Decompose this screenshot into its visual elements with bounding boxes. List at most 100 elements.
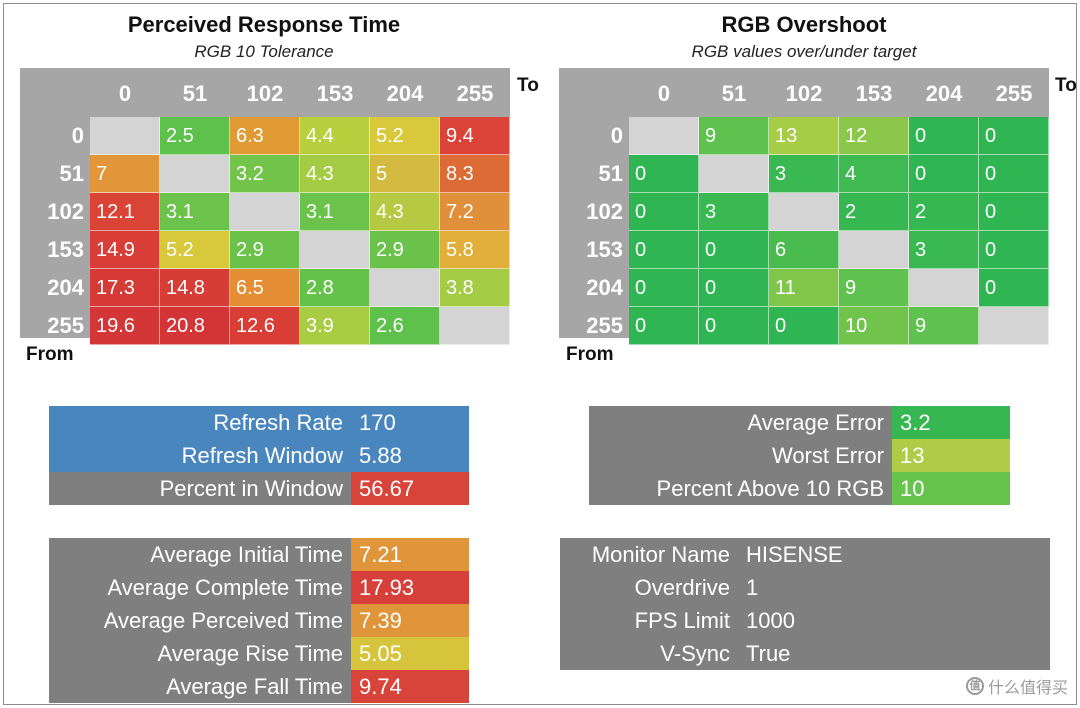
perceived-time-value: 7.39 xyxy=(351,604,469,637)
column-header-0: 0 xyxy=(118,81,132,106)
worst-error-value: 13 xyxy=(892,439,1010,472)
fps-limit-label: FPS Limit xyxy=(634,608,730,633)
complete-time-label: Average Complete Time xyxy=(49,571,351,604)
response-time-heatmap: 0 51 102 153 204 255 0 2.5 6.3 4.4 5.2 9.4 51 7 3.2 4.3… xyxy=(20,68,510,345)
refresh-window-value: 5.88 xyxy=(351,439,469,472)
heatmap-cell: 0 xyxy=(629,155,699,193)
heatmap-cell: 6.3 xyxy=(230,117,300,155)
heatmap-cell: 2.8 xyxy=(300,269,370,307)
row-header-51: 51 xyxy=(59,161,84,186)
row-header-255: 255 xyxy=(586,313,623,338)
heatmap-cell: 0 xyxy=(699,269,769,307)
diagonal-cell xyxy=(629,117,699,155)
refresh-rate-value: 170 xyxy=(351,406,469,439)
heatmap-cell: 2.6 xyxy=(370,307,440,345)
fps-limit-row: FPS Limit 1000 xyxy=(560,604,795,637)
heatmap-cell: 7.2 xyxy=(440,193,510,231)
row-header-102: 102 xyxy=(586,199,623,224)
heatmap-cell: 14.9 xyxy=(90,231,160,269)
heatmap-cell: 4.3 xyxy=(300,155,370,193)
percent-in-window-value: 56.67 xyxy=(351,472,469,505)
heatmap-cell: 0 xyxy=(629,193,699,231)
heatmap-cell: 9 xyxy=(909,307,979,345)
monitor-name-row: Monitor Name HISENSE xyxy=(560,538,843,571)
overdrive-row: Overdrive 1 xyxy=(560,571,759,604)
fps-limit-value: 1000 xyxy=(746,608,795,633)
monitor-info-panel: Monitor Name HISENSE Overdrive 1 FPS Lim… xyxy=(560,538,1050,670)
percent-in-window-label: Percent in Window xyxy=(49,472,351,505)
rgb-overshoot-heatmap: 0 51 102 153 204 255 0 9 13 12 0 0 51 0 3 4 0 0 102 0 3 2 2 0 15… xyxy=(559,68,1049,345)
heatmap-cell: 3.1 xyxy=(160,193,230,231)
column-header-51: 51 xyxy=(182,81,208,106)
rise-time-label: Average Rise Time xyxy=(49,637,351,670)
from-label-overshoot: From xyxy=(566,344,614,365)
diagonal-cell xyxy=(909,269,979,307)
initial-time-row: Average Initial Time 7.21 xyxy=(49,538,469,571)
chart-title-overshoot: RGB Overshoot xyxy=(721,12,887,37)
row-header-153: 153 xyxy=(47,237,84,262)
heatmap-cell: 2.9 xyxy=(370,231,440,269)
heatmap-cell: 0 xyxy=(699,231,769,269)
average-error-label: Average Error xyxy=(589,406,892,439)
heatmap-cell: 0 xyxy=(909,155,979,193)
fall-time-label: Average Fall Time xyxy=(49,670,351,703)
heatmap-cell: 0 xyxy=(699,307,769,345)
perceived-time-label: Average Perceived Time xyxy=(49,604,351,637)
percent-above-label: Percent Above 10 RGB xyxy=(589,472,892,505)
chart-subtitle-response: RGB 10 Tolerance xyxy=(194,42,334,61)
heatmap-cell: 13 xyxy=(769,117,839,155)
average-error-value: 3.2 xyxy=(892,406,1010,439)
from-label-response: From xyxy=(26,344,74,365)
monitor-name-label: Monitor Name xyxy=(591,542,730,567)
monitor-name-value: HISENSE xyxy=(746,542,843,567)
diagonal-cell xyxy=(300,231,370,269)
heatmap-cell: 0 xyxy=(629,269,699,307)
overdrive-label: Overdrive xyxy=(634,575,730,600)
row-header-153: 153 xyxy=(586,237,623,262)
heatmap-cell: 2 xyxy=(839,193,909,231)
heatmap-cell: 0 xyxy=(629,307,699,345)
heatmap-cell: 9.4 xyxy=(440,117,510,155)
vsync-value: True xyxy=(746,641,791,666)
heatmap-cell: 9 xyxy=(839,269,909,307)
overdrive-value: 1 xyxy=(746,575,759,600)
heatmap-cell: 14.8 xyxy=(160,269,230,307)
to-label-response: To xyxy=(517,75,539,96)
time-panel: Average Initial Time 7.21 Average Comple… xyxy=(49,538,469,703)
percent-above-value: 10 xyxy=(892,472,1010,505)
heatmap-cell: 12.1 xyxy=(90,193,160,231)
chart-subtitle-overshoot: RGB values over/under target xyxy=(691,42,917,61)
diagonal-cell xyxy=(839,231,909,269)
diagonal-cell xyxy=(370,269,440,307)
heatmap-cell: 0 xyxy=(629,231,699,269)
column-header-153: 153 xyxy=(855,81,893,106)
heatmap-cell: 17.3 xyxy=(90,269,160,307)
heatmap-cell: 3.2 xyxy=(230,155,300,193)
heatmap-cell: 6.5 xyxy=(230,269,300,307)
refresh-window-row: Refresh Window 5.88 xyxy=(49,439,469,472)
heatmap-cell: 3.1 xyxy=(300,193,370,231)
heatmap-cell: 19.6 xyxy=(90,307,160,345)
row-header-51: 51 xyxy=(598,161,623,186)
figure-frame: Perceived Response Time RGB 10 Tolerance… xyxy=(3,3,1077,705)
rise-time-value: 5.05 xyxy=(351,637,469,670)
chart-title-response: Perceived Response Time xyxy=(127,12,401,37)
heatmap-cell: 20.8 xyxy=(160,307,230,345)
column-header-153: 153 xyxy=(316,81,354,106)
average-error-row: Average Error 3.2 xyxy=(589,406,1010,439)
column-header-102: 102 xyxy=(246,81,284,106)
perceived-time-row: Average Perceived Time 7.39 xyxy=(49,604,469,637)
heatmap-cell: 4.3 xyxy=(370,193,440,231)
refresh-rate-label: Refresh Rate xyxy=(49,406,351,439)
column-header-204: 204 xyxy=(925,81,963,106)
heatmap-cell: 3.8 xyxy=(440,269,510,307)
heatmap-cell: 7 xyxy=(90,155,160,193)
heatmap-cell: 2 xyxy=(909,193,979,231)
column-header-255: 255 xyxy=(456,81,494,106)
heatmap-cell: 0 xyxy=(769,307,839,345)
heatmap-cell: 2.5 xyxy=(160,117,230,155)
heatmap-cell: 5.2 xyxy=(370,117,440,155)
heatmap-cell: 12 xyxy=(839,117,909,155)
heatmap-cell: 12.6 xyxy=(230,307,300,345)
watermark-icon: 值 xyxy=(965,677,984,695)
